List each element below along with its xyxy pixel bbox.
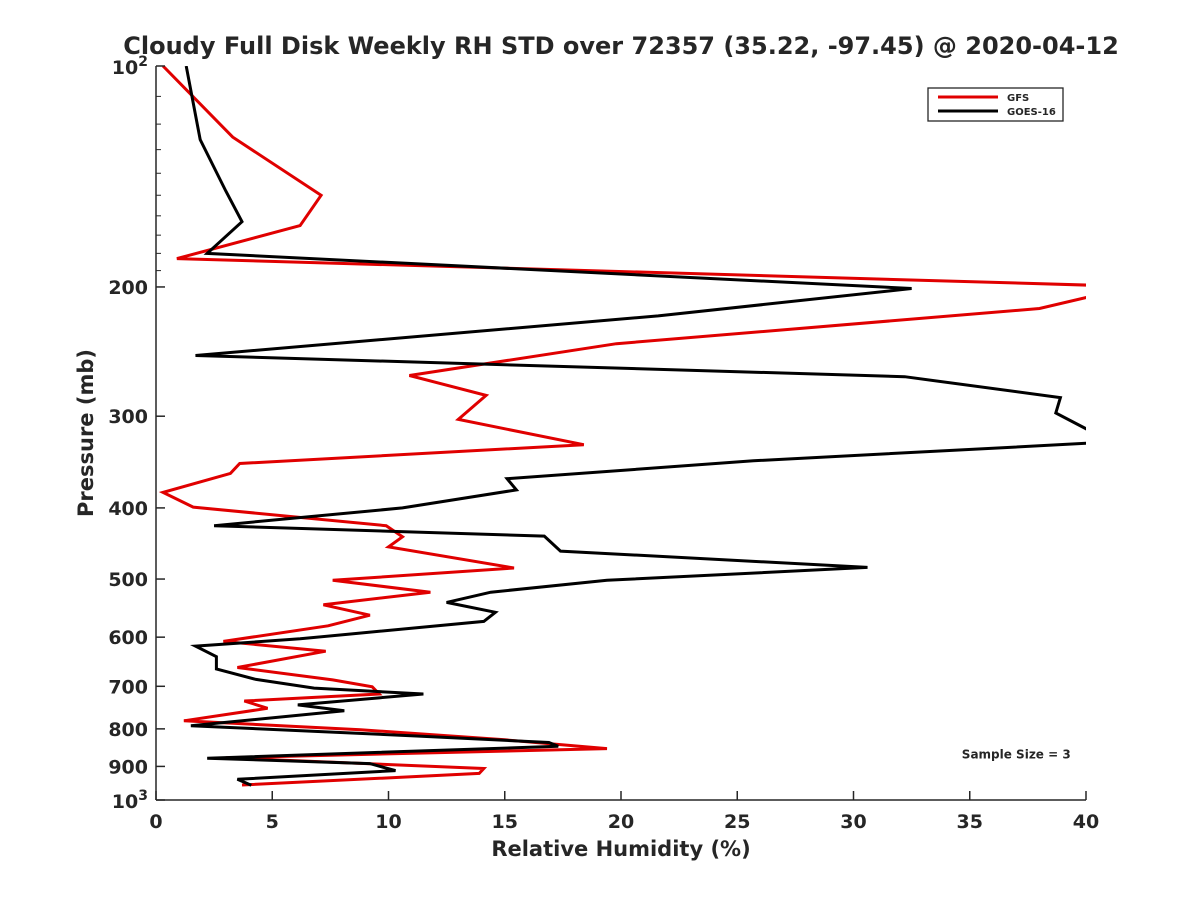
legend-label: GFS: [1007, 93, 1029, 104]
y-tick-label: 400: [108, 498, 148, 520]
y-tick-label: 103: [112, 788, 148, 813]
series-layer: [158, 66, 1086, 787]
y-tick-label: 300: [108, 406, 148, 428]
y-tick-label: 900: [108, 756, 148, 778]
x-tick-label: 30: [840, 811, 866, 833]
y-axis-label: Pressure (mb): [74, 349, 98, 517]
legend-label: GOES-16: [1007, 107, 1056, 118]
annotations: Sample Size = 3: [962, 748, 1071, 762]
y-tick-label: 800: [108, 719, 148, 741]
legend: GFS GOES-16: [927, 87, 1064, 122]
chart-title: Cloudy Full Disk Weekly RH STD over 7235…: [123, 32, 1119, 60]
y-tick-label: 700: [108, 676, 148, 698]
y-tick-label: 102: [112, 54, 148, 79]
sample-size-label: Sample Size = 3: [962, 748, 1071, 762]
x-tick-label: 35: [957, 811, 983, 833]
y-tick-label: 500: [108, 569, 148, 591]
series-line-1: [184, 66, 1086, 787]
x-tick-label: 25: [724, 811, 750, 833]
series-line-0: [158, 66, 1086, 787]
x-tick-label: 10: [375, 811, 401, 833]
x-tick-label: 5: [266, 811, 279, 833]
legend-box: [927, 87, 1064, 122]
y-tick-label: 200: [108, 277, 148, 299]
x-tick-label: 20: [608, 811, 634, 833]
x-tick-label: 40: [1073, 811, 1099, 833]
axes-layer: [155, 66, 1086, 801]
x-tick-label: 0: [149, 811, 162, 833]
x-tick-label: 15: [492, 811, 518, 833]
y-tick-label: 600: [108, 627, 148, 649]
x-axis-label: Relative Humidity (%): [491, 837, 750, 861]
ticks-layer: 0 5 10 15 20 25 30 35 40 102 200 300 400 500 600 700 800…: [108, 54, 1099, 833]
